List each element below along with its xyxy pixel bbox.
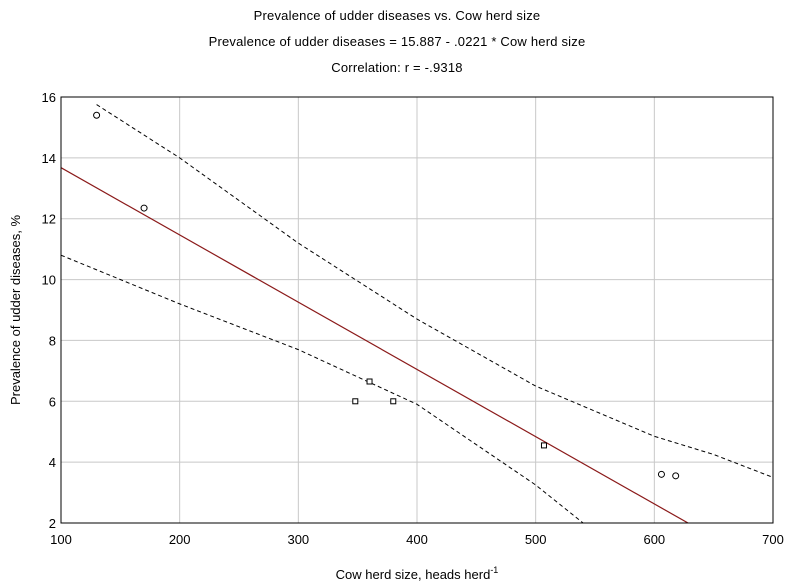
data-point xyxy=(390,398,397,405)
y-tick-label: 2 xyxy=(49,516,56,531)
correlation-annotation: Correlation: r = -.9318 xyxy=(331,60,463,75)
data-point xyxy=(366,378,373,385)
x-axis-label-superscript: -1 xyxy=(490,565,498,575)
chart-title: Prevalence of udder diseases vs. Cow her… xyxy=(253,8,541,23)
data-point xyxy=(672,472,680,480)
data-point xyxy=(140,204,148,212)
x-tick-label: 500 xyxy=(525,532,547,547)
y-tick-label: 10 xyxy=(42,273,56,288)
data-point xyxy=(352,398,359,405)
data-point xyxy=(540,442,547,449)
regression-layer xyxy=(61,167,690,523)
regression-equation: Prevalence of udder diseases = 15.887 - … xyxy=(208,34,586,49)
y-tick-label: 16 xyxy=(42,90,56,105)
y-tick-label: 12 xyxy=(42,212,56,227)
x-tick-label: 200 xyxy=(169,532,191,547)
x-tick-label: 100 xyxy=(50,532,72,547)
x-axis-label: Cow herd size, heads herd-1 xyxy=(336,565,499,582)
data-points xyxy=(93,111,680,480)
y-tick-label: 14 xyxy=(42,151,56,166)
x-tick-label: 700 xyxy=(762,532,784,547)
y-tick-label: 6 xyxy=(49,394,56,409)
x-tick-label: 600 xyxy=(643,532,665,547)
confidence-band-upper xyxy=(96,104,773,478)
data-point xyxy=(657,470,665,478)
y-tick-label: 8 xyxy=(49,333,56,348)
x-tick-label: 300 xyxy=(287,532,309,547)
y-axis-label: Prevalence of udder diseases, % xyxy=(8,215,23,405)
plot-frame xyxy=(60,96,774,524)
grid xyxy=(60,96,774,524)
confidence-band-lower xyxy=(61,254,584,523)
x-tick-label: 400 xyxy=(406,532,428,547)
x-axis-label-main: Cow herd size, heads herd xyxy=(336,567,491,582)
data-point xyxy=(93,111,101,119)
tick-labels: 100 200 300 400 500 600 700 2 4 6 8 10 12 14 16 xyxy=(42,90,784,547)
confidence-bands xyxy=(61,104,773,523)
regression-line xyxy=(61,167,690,523)
y-tick-label: 4 xyxy=(49,455,56,470)
